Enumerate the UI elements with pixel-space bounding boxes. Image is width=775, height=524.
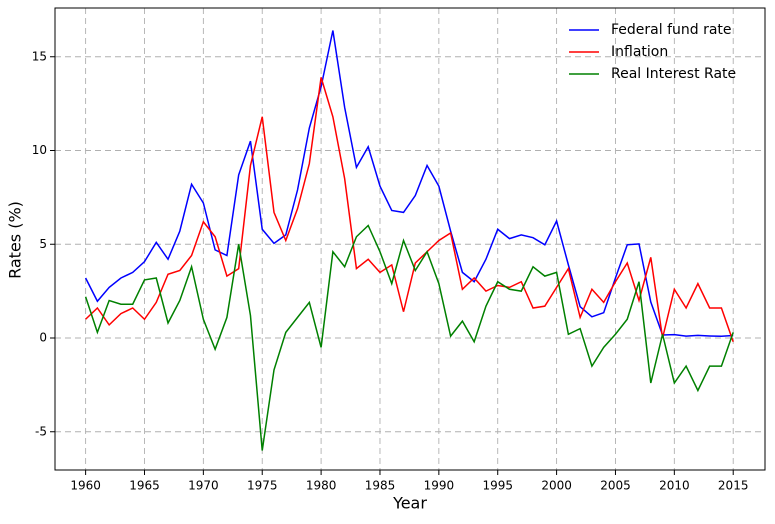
x-tick-label: 1960	[70, 479, 101, 493]
x-tick-label: 2005	[600, 479, 631, 493]
y-tick-label: 5	[39, 237, 47, 251]
y-tick-label: 0	[39, 331, 47, 345]
y-axis-label: Rates (%)	[6, 201, 25, 279]
plot-frame	[54, 7, 766, 471]
x-tick-label: 1970	[188, 479, 219, 493]
series-line	[85, 77, 734, 342]
x-tick-label: 1990	[424, 479, 455, 493]
x-tick-label: 2010	[659, 479, 690, 493]
x-tick-label: 2015	[718, 479, 749, 493]
y-tick-label: 15	[32, 49, 47, 63]
x-tick-label: 1975	[247, 479, 278, 493]
legend-label: Federal fund rate	[611, 22, 732, 38]
x-tick-label: 1965	[129, 479, 160, 493]
y-tick-label: -5	[35, 424, 47, 438]
x-tick-label: 1985	[365, 479, 396, 493]
x-tick-label: 1995	[482, 479, 513, 493]
x-tick-label: 2000	[541, 479, 572, 493]
legend-label: Inflation	[611, 44, 668, 60]
x-tick-label: 1980	[306, 479, 337, 493]
legend-label: Real Interest Rate	[611, 66, 736, 82]
series-line	[84, 30, 734, 338]
series-line	[84, 224, 734, 451]
x-axis-label: Year	[392, 494, 427, 513]
y-tick-label: 10	[32, 143, 47, 157]
